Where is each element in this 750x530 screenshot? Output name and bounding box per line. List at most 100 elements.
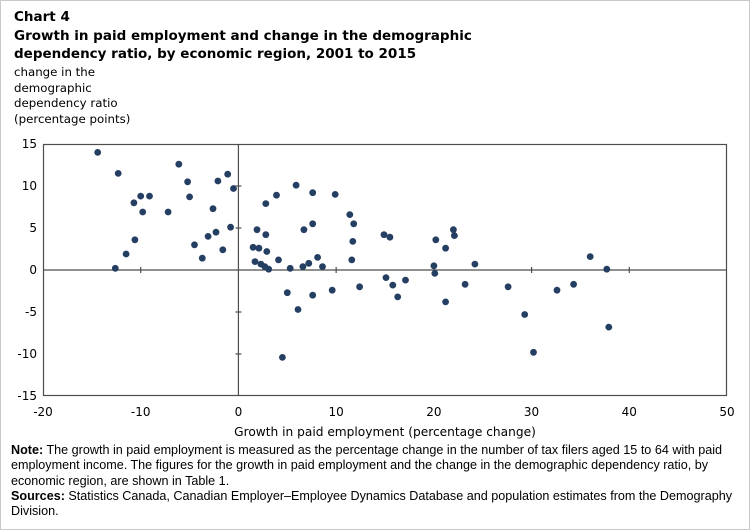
data-point: [198, 254, 206, 262]
data-point: [273, 191, 280, 199]
data-point: [389, 281, 397, 289]
chart-title-line-1: Growth in paid employment and change in …: [14, 28, 472, 44]
x-axis-title: Growth in paid employment (percentage ch…: [234, 425, 536, 439]
data-point: [214, 177, 222, 185]
data-point: [350, 220, 358, 228]
data-point: [309, 189, 317, 197]
data-point: [331, 191, 339, 198]
data-point: [402, 276, 409, 284]
data-point: [227, 223, 235, 231]
data-point: [305, 259, 313, 267]
note-text: The growth in paid employment is measure…: [11, 443, 723, 488]
x-tick-label: 50: [719, 405, 735, 419]
data-point: [114, 170, 122, 177]
data-point: [471, 260, 479, 268]
data-point: [570, 280, 577, 288]
data-point: [139, 208, 147, 216]
data-point: [356, 283, 363, 291]
data-point: [292, 181, 300, 189]
y-tick-label: -5: [25, 305, 37, 319]
data-point: [309, 291, 317, 299]
data-point: [346, 211, 354, 218]
plot-area: [42, 143, 728, 397]
data-point: [309, 220, 317, 228]
data-point: [521, 311, 529, 318]
note: Note: The growth in paid employment is m…: [11, 443, 745, 489]
data-point: [122, 250, 130, 258]
data-point: [249, 243, 257, 251]
data-point: [300, 226, 308, 234]
data-point: [137, 192, 145, 200]
data-point: [530, 348, 537, 356]
sources: Sources: Statistics Canada, Canadian Emp…: [11, 489, 745, 520]
x-tick-label: 0: [234, 405, 243, 419]
data-point: [461, 280, 469, 288]
y-tick-label: 10: [21, 179, 37, 193]
data-point: [286, 264, 294, 272]
data-point: [319, 263, 326, 270]
y-unit-line: demographic: [14, 80, 92, 95]
data-point: [586, 253, 594, 260]
data-point: [314, 254, 321, 261]
data-point: [219, 246, 227, 254]
data-point: [294, 306, 302, 313]
sources-text: Statistics Canada, Canadian Employer–Emp…: [11, 488, 733, 519]
data-point: [430, 262, 438, 270]
chart-title-line-2: dependency ratio, by economic region, 20…: [14, 46, 417, 62]
data-point: [184, 178, 192, 186]
data-point: [504, 283, 512, 291]
data-point: [432, 236, 440, 244]
x-tick-label: 40: [621, 405, 637, 419]
data-point: [130, 199, 138, 207]
data-point: [131, 236, 139, 244]
data-point: [275, 256, 282, 264]
chart-number: Chart 4: [14, 9, 70, 25]
footnote-block: Note: The growth in paid employment is m…: [11, 443, 745, 519]
data-point: [442, 298, 449, 306]
data-point: [451, 232, 458, 239]
data-point: [191, 241, 198, 249]
data-point: [175, 160, 183, 168]
data-point: [299, 263, 307, 270]
data-point: [262, 231, 270, 239]
y-tick-label: 15: [21, 137, 37, 151]
data-point: [382, 274, 390, 281]
data-point: [283, 289, 291, 297]
data-point: [386, 233, 394, 241]
y-unit-line: change in the: [14, 65, 96, 79]
data-point: [265, 265, 273, 273]
data-point: [394, 293, 402, 301]
data-point: [553, 286, 561, 294]
data-point: [328, 286, 336, 294]
scatter-plot: [42, 143, 728, 397]
sources-label: Sources:: [11, 488, 65, 503]
data-point: [349, 238, 357, 245]
x-tick-label: 20: [426, 405, 442, 419]
data-point: [605, 323, 613, 331]
note-label: Note:: [11, 443, 44, 457]
data-point: [442, 244, 449, 252]
y-unit-line: (percentage points): [14, 111, 131, 126]
data-point: [230, 185, 237, 192]
y-tick-label: -15: [17, 389, 37, 403]
data-point: [253, 226, 261, 234]
data-point: [263, 248, 271, 255]
data-point: [94, 149, 102, 156]
x-tick-label: 30: [523, 405, 540, 419]
chart-title: Growth in paid employment and change in …: [14, 27, 472, 63]
data-point: [348, 256, 356, 264]
data-point: [209, 205, 217, 213]
data-point: [186, 193, 194, 201]
data-point: [380, 231, 388, 239]
data-point: [164, 208, 172, 216]
data-point: [450, 226, 457, 234]
data-point: [255, 244, 263, 252]
x-tick-label: -10: [130, 405, 151, 419]
data-point: [431, 270, 439, 277]
data-point: [146, 192, 153, 200]
data-point: [262, 200, 270, 207]
data-point: [111, 264, 119, 272]
data-point: [603, 265, 611, 273]
y-unit-line: dependency ratio: [14, 96, 118, 110]
